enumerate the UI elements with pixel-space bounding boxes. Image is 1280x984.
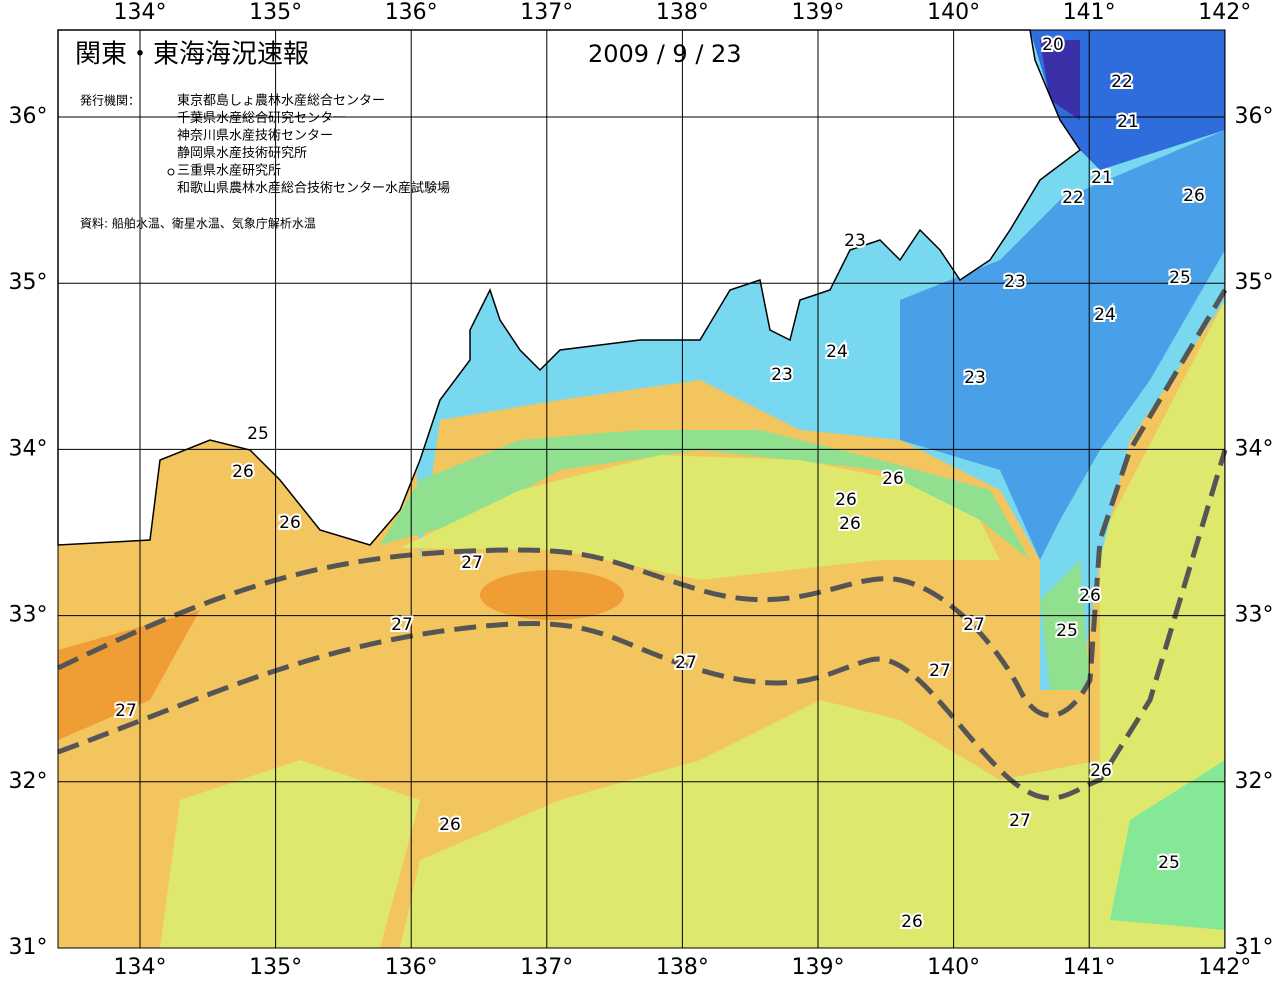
lon-label: 142°	[1198, 955, 1251, 980]
lat-label: 36°	[1235, 104, 1274, 129]
lon-label: 137°	[520, 955, 573, 980]
zone-28	[58, 610, 200, 740]
zone-28	[480, 570, 624, 620]
contour-label: 27	[115, 701, 137, 721]
contour-label: 23	[844, 231, 866, 251]
contour-label: 21	[1117, 112, 1139, 132]
title: 関東・東海海況速報	[75, 40, 309, 70]
contour-label: 26	[839, 514, 861, 534]
contour-label: 26	[279, 513, 301, 533]
lat-label: 33°	[1235, 603, 1274, 628]
kuroshio-edge	[57, 449, 1228, 801]
lon-label: 139°	[792, 0, 845, 25]
contour-label: 26	[439, 815, 461, 835]
contour-label: 27	[1009, 811, 1031, 831]
lon-label: 136°	[385, 955, 438, 980]
zone-22	[900, 130, 1225, 560]
lon-label: 141°	[1063, 955, 1116, 980]
lat-label: 31°	[9, 935, 48, 960]
contour-label: 23	[964, 368, 986, 388]
lon-label: 139°	[792, 955, 845, 980]
lon-label: 140°	[927, 0, 980, 25]
lat-label: 34°	[1235, 436, 1274, 461]
zone-26	[160, 760, 420, 948]
agency: 静岡県水産技術研究所	[177, 145, 307, 161]
lon-label: 136°	[385, 0, 438, 25]
contour-label: 27	[929, 661, 951, 681]
agency: 東京都島しょ農林水産総合センター	[177, 93, 385, 109]
contour-label: 26	[835, 490, 857, 510]
map-frame	[57, 29, 1226, 949]
date: 2009 / 9 / 23	[588, 40, 742, 68]
lon-label: 140°	[927, 955, 980, 980]
contour-label: 25	[247, 424, 269, 444]
contour-label: 26	[1079, 586, 1101, 606]
lon-label: 141°	[1063, 0, 1116, 25]
contour-label: 26	[882, 469, 904, 489]
contour-label: 23	[1004, 272, 1026, 292]
zone-25	[1110, 760, 1225, 930]
contour-label: 27	[391, 615, 413, 635]
lat-label: 33°	[9, 603, 48, 628]
contour-label: 26	[1183, 186, 1205, 206]
lon-label: 137°	[520, 0, 573, 25]
agency: 千葉県水産総合研究センター	[177, 110, 346, 126]
contour-label: 25	[1158, 853, 1180, 873]
contour-label: 26	[1090, 761, 1112, 781]
kuroshio-edge	[56, 288, 1228, 718]
contour-label: 24	[826, 342, 848, 362]
contour-label: 27	[675, 653, 697, 673]
lat-label: 32°	[1235, 769, 1274, 794]
lat-label: 32°	[9, 769, 48, 794]
lat-label: 35°	[1235, 270, 1274, 295]
lon-label: 138°	[656, 0, 709, 25]
zone-26	[400, 700, 1225, 948]
lat-label: 34°	[9, 436, 48, 461]
land	[57, 29, 1082, 546]
contour-label: 25	[1169, 268, 1191, 288]
zone-26	[400, 455, 1000, 580]
source: 資料: 船舶水温、衛星水温、気象庁解析水温	[80, 216, 316, 231]
zone-25	[380, 430, 1030, 560]
contour-label: 25	[1056, 621, 1078, 641]
lat-label: 35°	[9, 270, 48, 295]
lon-label: 142°	[1198, 0, 1251, 25]
agency: 三重県水産研究所	[177, 163, 281, 179]
lon-label: 134°	[114, 955, 167, 980]
contour-label: 26	[232, 462, 254, 482]
agencies-label: 発行機関：	[80, 93, 140, 108]
contour-label: 26	[901, 912, 923, 932]
contour-label: 24	[1094, 305, 1116, 325]
contour-label: 27	[963, 615, 985, 635]
contour-label: 21	[1091, 168, 1113, 188]
lat-label: 31°	[1235, 935, 1274, 960]
lon-label: 135°	[249, 955, 302, 980]
agency: 和歌山県農林水産総合技術センター水産試験場	[177, 180, 450, 196]
agency: 神奈川県水産技術センター	[177, 128, 333, 144]
lon-label: 135°	[249, 0, 302, 25]
contour-label: 22	[1062, 188, 1084, 208]
marker	[167, 168, 175, 176]
contour-label: 22	[1111, 72, 1133, 92]
lon-label: 138°	[656, 955, 709, 980]
contour-label: 27	[461, 553, 483, 573]
contour-label: 20	[1042, 35, 1064, 55]
contour-label: 23	[771, 365, 793, 385]
zone-25	[1040, 560, 1090, 690]
lon-label: 134°	[114, 0, 167, 25]
lat-label: 36°	[9, 104, 48, 129]
